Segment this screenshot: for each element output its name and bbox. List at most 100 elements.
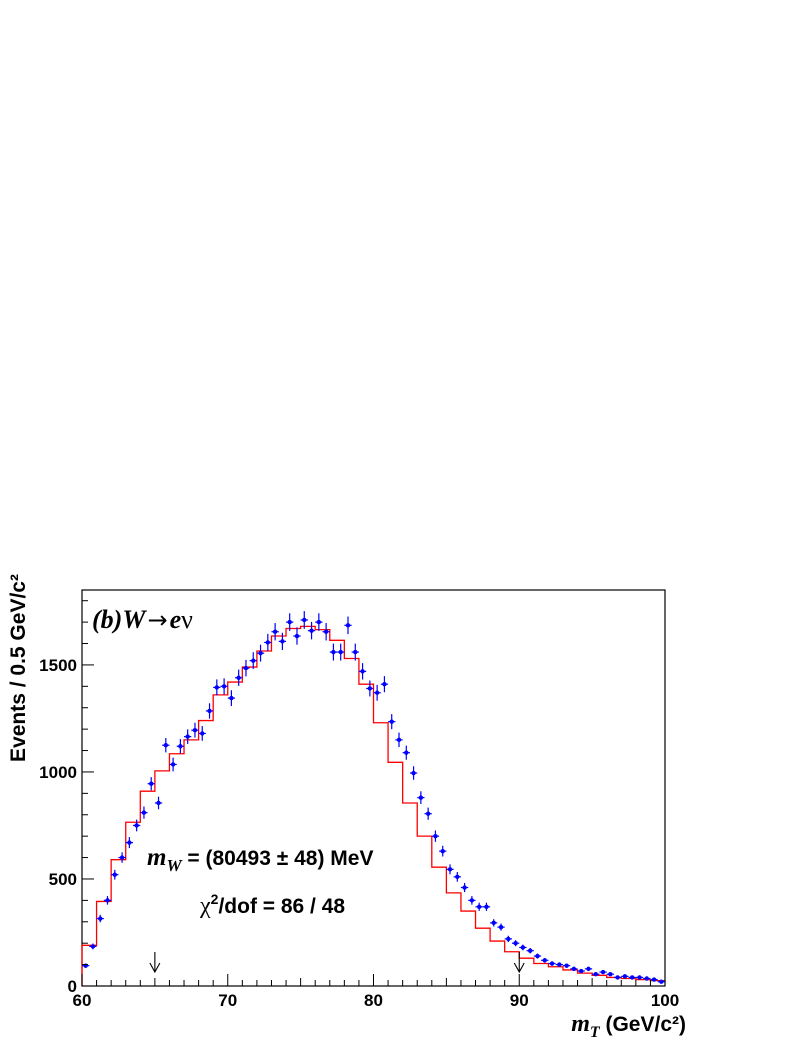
data-point xyxy=(147,777,155,791)
data-point xyxy=(337,643,345,661)
data-point xyxy=(526,947,534,954)
data-point xyxy=(307,621,316,640)
data-point xyxy=(417,791,425,804)
data-point xyxy=(191,722,199,738)
data-point xyxy=(460,882,469,893)
data-point xyxy=(635,975,644,980)
data-point xyxy=(264,633,272,652)
data-point xyxy=(111,869,119,880)
data-point xyxy=(329,643,338,661)
data-point xyxy=(205,703,214,719)
data-point xyxy=(176,739,185,754)
data-point xyxy=(358,663,367,680)
data-point xyxy=(162,738,170,753)
data-point xyxy=(621,974,629,979)
data-point xyxy=(118,852,126,863)
data-point xyxy=(278,632,287,650)
data-point xyxy=(643,976,651,981)
data-point xyxy=(89,943,97,950)
data-point xyxy=(570,966,578,972)
x-tick-label: 70 xyxy=(218,991,237,1010)
data-point xyxy=(402,745,410,760)
data-point xyxy=(657,979,665,984)
data-point xyxy=(519,944,527,951)
data-point xyxy=(541,957,549,963)
data-point xyxy=(220,678,228,695)
data-point xyxy=(431,830,440,842)
y-axis-title: Events / 0.5 GeV/c² xyxy=(7,574,30,762)
data-point xyxy=(650,977,658,982)
data-point xyxy=(497,923,505,931)
data-point xyxy=(286,613,294,631)
panel-label: (b)W→eν xyxy=(92,605,193,634)
data-point xyxy=(468,896,476,905)
data-point xyxy=(271,623,279,641)
data-point xyxy=(490,919,498,927)
data-point xyxy=(577,968,585,974)
data-point xyxy=(154,796,163,810)
data-point xyxy=(584,966,593,972)
data-point xyxy=(242,659,250,677)
x-tick-label: 90 xyxy=(510,991,529,1010)
data-point xyxy=(606,972,614,977)
data-point xyxy=(213,679,221,696)
data-point xyxy=(169,757,177,772)
data-point xyxy=(235,669,243,686)
data-point xyxy=(439,845,447,857)
data-point xyxy=(555,962,563,967)
frame xyxy=(81,589,666,987)
data-point xyxy=(96,914,104,923)
data-point xyxy=(395,732,403,748)
data-point xyxy=(373,684,381,701)
x-tick-label: 60 xyxy=(73,991,92,1010)
fit-line xyxy=(81,625,665,986)
x-tick-label: 80 xyxy=(364,991,383,1010)
data-point xyxy=(380,676,389,693)
data-point xyxy=(482,902,491,911)
data-point xyxy=(256,644,265,662)
mass-annotation: mW = (80493 ± 48) MeV xyxy=(147,844,373,875)
data-point xyxy=(198,726,206,741)
chi2-annotation: χ2/dof = 86 / 48 xyxy=(199,891,345,919)
data-point xyxy=(504,935,512,943)
data-point xyxy=(511,940,520,947)
data-point xyxy=(344,616,352,635)
data-point xyxy=(388,714,396,730)
data-point xyxy=(322,623,330,641)
y-tick-label: 500 xyxy=(49,870,77,889)
fit-window-arrow xyxy=(513,952,525,974)
data-point xyxy=(366,680,374,697)
data-point xyxy=(599,969,607,975)
data-point xyxy=(140,806,148,819)
data-point xyxy=(293,627,301,645)
data-point xyxy=(133,819,141,832)
fit-window-arrow xyxy=(149,952,161,974)
data-points xyxy=(82,611,665,984)
data-point xyxy=(628,975,636,980)
fit-window-arrows xyxy=(149,952,525,974)
y-axis: 0 500 1000 1500 xyxy=(39,600,94,996)
data-point xyxy=(446,864,454,875)
y-tick-label: 0 xyxy=(68,977,77,996)
x-tick-label: 100 xyxy=(651,991,679,1010)
data-point xyxy=(125,837,134,849)
fit-histogram xyxy=(81,625,665,986)
x-axis: 60 70 80 90 100 xyxy=(73,974,679,1010)
data-point xyxy=(424,807,432,820)
data-point xyxy=(592,972,600,977)
data-point xyxy=(562,963,571,968)
data-point xyxy=(249,652,257,669)
y-tick-label: 1500 xyxy=(39,656,77,675)
data-point xyxy=(184,729,192,744)
data-point xyxy=(533,953,542,959)
data-point xyxy=(315,613,323,631)
data-point xyxy=(548,961,556,966)
data-point xyxy=(409,766,418,780)
data-point xyxy=(300,611,308,629)
data-point xyxy=(103,896,112,905)
y-tick-label: 1000 xyxy=(39,763,77,782)
data-point xyxy=(351,643,359,661)
data-point xyxy=(453,871,461,882)
x-axis-title: mT (GeV/c²) xyxy=(571,1011,686,1041)
